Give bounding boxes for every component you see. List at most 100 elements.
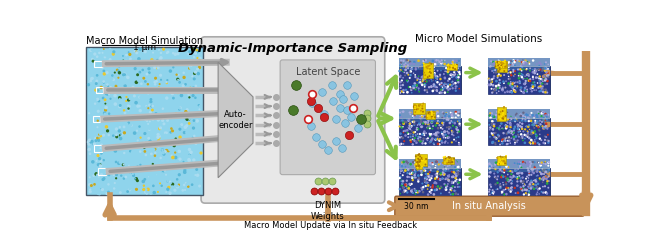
Point bbox=[512, 119, 523, 123]
Point bbox=[512, 180, 523, 184]
Point bbox=[424, 61, 435, 65]
Point bbox=[435, 137, 446, 141]
Point bbox=[489, 135, 500, 139]
Point bbox=[451, 172, 461, 176]
Point bbox=[104, 92, 114, 96]
Point bbox=[510, 72, 520, 76]
Point bbox=[535, 137, 545, 141]
Point bbox=[147, 104, 158, 108]
Point bbox=[100, 60, 110, 64]
Point bbox=[501, 182, 512, 186]
Point bbox=[501, 165, 512, 169]
Point bbox=[428, 83, 439, 87]
Point bbox=[144, 67, 154, 71]
Point bbox=[442, 177, 453, 181]
Point bbox=[543, 179, 554, 183]
Point bbox=[543, 113, 554, 117]
Point bbox=[407, 178, 418, 182]
Point bbox=[139, 177, 150, 181]
Point bbox=[96, 131, 107, 135]
Point bbox=[487, 188, 498, 192]
Point bbox=[87, 141, 98, 145]
Point bbox=[516, 162, 527, 166]
Point bbox=[534, 64, 544, 68]
Point bbox=[510, 113, 521, 117]
Point bbox=[405, 167, 415, 171]
Point bbox=[417, 115, 428, 119]
Point bbox=[509, 136, 519, 140]
Point bbox=[484, 188, 495, 192]
Point bbox=[533, 68, 544, 72]
Point bbox=[496, 67, 507, 71]
Point bbox=[504, 65, 514, 69]
Point bbox=[424, 72, 434, 76]
Point bbox=[396, 169, 407, 173]
Point bbox=[522, 60, 533, 64]
Point bbox=[450, 62, 461, 66]
Point bbox=[506, 73, 517, 77]
Point bbox=[100, 102, 111, 106]
Text: 1 μm: 1 μm bbox=[133, 43, 156, 52]
Point bbox=[520, 74, 531, 78]
Point bbox=[513, 130, 524, 134]
Point bbox=[484, 78, 495, 82]
Point bbox=[86, 184, 96, 187]
Point bbox=[491, 79, 502, 83]
Point bbox=[102, 191, 112, 195]
Point bbox=[402, 71, 412, 75]
Point bbox=[509, 128, 519, 132]
Point bbox=[427, 162, 438, 166]
Point bbox=[518, 67, 529, 71]
Point bbox=[400, 183, 411, 187]
Point bbox=[418, 137, 429, 141]
Point bbox=[490, 136, 501, 140]
Point bbox=[442, 111, 452, 115]
Point bbox=[500, 188, 510, 192]
Point bbox=[405, 62, 415, 65]
Point bbox=[542, 179, 552, 183]
Point bbox=[508, 80, 519, 84]
Point bbox=[495, 142, 506, 146]
Point bbox=[523, 162, 534, 166]
Point bbox=[524, 79, 535, 83]
Point bbox=[132, 165, 143, 169]
Point bbox=[533, 124, 544, 128]
Point bbox=[430, 188, 440, 192]
Point bbox=[521, 62, 531, 66]
Point bbox=[409, 86, 419, 90]
Point bbox=[449, 67, 460, 71]
Point bbox=[188, 137, 199, 141]
Point bbox=[108, 134, 119, 138]
Point bbox=[428, 124, 438, 128]
Point bbox=[420, 163, 431, 167]
Point bbox=[451, 161, 461, 165]
Point bbox=[401, 68, 411, 72]
Point bbox=[495, 59, 506, 63]
Point bbox=[143, 82, 153, 86]
Point bbox=[488, 140, 498, 144]
Point bbox=[407, 172, 417, 176]
Point bbox=[129, 60, 139, 64]
Point bbox=[168, 155, 178, 159]
Point bbox=[494, 160, 504, 164]
Point bbox=[160, 84, 170, 88]
Point bbox=[185, 120, 195, 124]
Point bbox=[488, 60, 498, 64]
Point bbox=[508, 88, 519, 92]
Point bbox=[510, 88, 521, 92]
Point bbox=[535, 163, 546, 167]
Point bbox=[488, 90, 498, 94]
Point bbox=[422, 88, 432, 92]
Point bbox=[493, 118, 504, 122]
Point bbox=[194, 141, 205, 145]
Point bbox=[194, 58, 205, 62]
Point bbox=[408, 116, 418, 120]
Point bbox=[428, 192, 439, 196]
Point bbox=[485, 170, 496, 174]
Point bbox=[498, 109, 508, 113]
Point bbox=[523, 168, 534, 172]
Point bbox=[532, 170, 543, 174]
Point bbox=[133, 138, 143, 142]
Point bbox=[517, 134, 527, 138]
Point bbox=[530, 141, 541, 145]
